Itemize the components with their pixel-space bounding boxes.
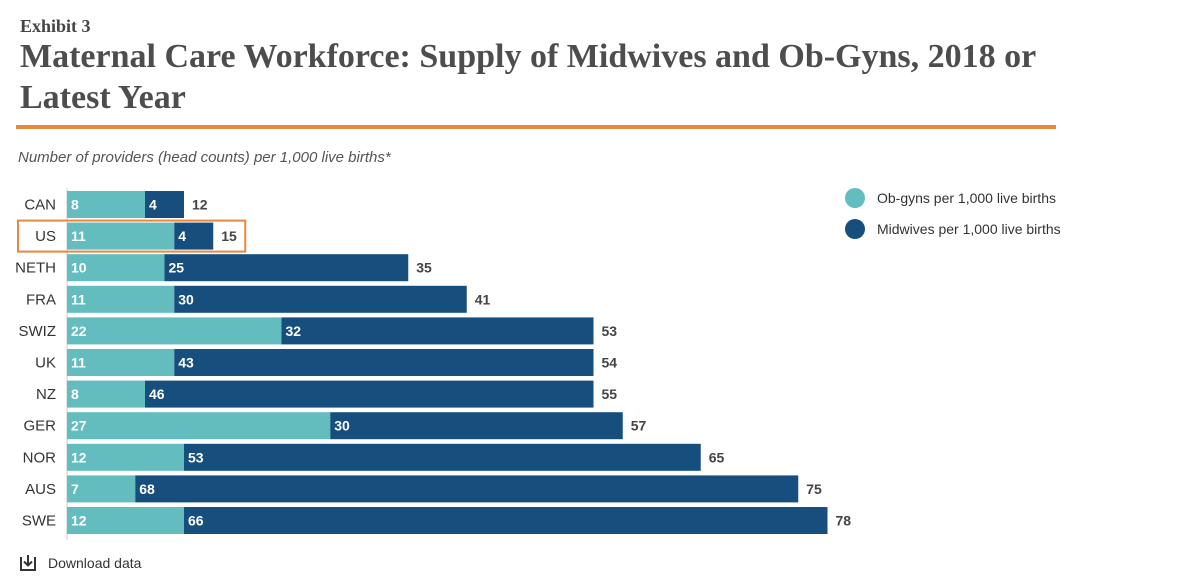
bar-obgyn-can [67, 191, 145, 218]
data-label-obgyn-can: 8 [71, 197, 79, 213]
legend-swatch-obgyn [845, 188, 865, 208]
exhibit-label: Exhibit 3 [20, 16, 91, 36]
data-label-midwives-can: 4 [149, 197, 157, 213]
data-label-midwives-nz: 46 [149, 386, 165, 402]
total-label-neth: 35 [416, 260, 432, 276]
bar-midwives-can [145, 191, 184, 218]
bar-obgyn-nor [67, 443, 184, 471]
bar-midwives-nz [145, 380, 594, 408]
chart-title: Maternal Care Workforce: Supply of Midwi… [20, 38, 1036, 116]
data-label-obgyn-nor: 12 [71, 449, 87, 465]
bar-midwives-ger [330, 412, 623, 440]
category-label-swiz: SWIZ [19, 323, 57, 340]
data-label-midwives-uk: 43 [178, 355, 194, 371]
bar-obgyn-us [67, 222, 175, 250]
total-label-nor: 65 [709, 449, 725, 465]
bars-group: CAN 8 4 12 US 11 4 15 NETH 10 25 35 FRA 11 30 41 SWIZ 22 3… [15, 191, 851, 534]
total-label-swiz: 53 [602, 323, 618, 339]
download-data-link[interactable]: Download data [18, 553, 141, 573]
data-label-obgyn-nz: 8 [71, 386, 79, 402]
legend-label-obgyn: Ob-gyns per 1,000 live births [877, 190, 1056, 206]
bar-midwives-swe [184, 507, 828, 534]
category-label-can: CAN [24, 197, 56, 214]
data-label-midwives-swe: 66 [188, 513, 204, 529]
chart-subtitle: Number of providers (head counts) per 1,… [18, 149, 391, 166]
bar-midwives-uk [174, 349, 594, 376]
legend-swatch-midwives [845, 219, 865, 239]
total-label-nz: 55 [602, 386, 618, 402]
bar-obgyn-nz [67, 380, 145, 408]
download-icon [20, 555, 36, 571]
bar-obgyn-neth [67, 254, 165, 282]
data-label-midwives-swiz: 32 [286, 323, 302, 339]
category-label-ger: GER [23, 418, 56, 435]
bar-obgyn-aus [67, 475, 136, 503]
data-label-midwives-fra: 30 [178, 291, 194, 307]
data-label-obgyn-ger: 27 [71, 418, 87, 434]
data-label-obgyn-fra: 11 [71, 291, 86, 307]
data-label-obgyn-us: 11 [71, 228, 86, 244]
data-label-obgyn-swiz: 22 [71, 323, 87, 339]
total-label-aus: 75 [806, 481, 822, 497]
bar-obgyn-swe [67, 507, 184, 534]
title-divider [16, 125, 1056, 129]
bar-midwives-nor [184, 443, 701, 471]
data-label-midwives-nor: 53 [188, 449, 204, 465]
total-label-uk: 54 [602, 355, 618, 371]
data-label-midwives-neth: 25 [169, 260, 185, 276]
bar-obgyn-swiz [67, 317, 282, 345]
data-label-obgyn-uk: 11 [71, 355, 86, 371]
category-label-nz: NZ [36, 386, 56, 403]
bar-midwives-fra [174, 285, 467, 313]
data-label-midwives-us: 4 [178, 228, 186, 244]
legend-item-obgyn: Ob-gyns per 1,000 live births [845, 187, 1061, 209]
data-label-midwives-aus: 68 [139, 481, 155, 497]
data-label-obgyn-neth: 10 [71, 260, 87, 276]
category-label-nor: NOR [23, 449, 57, 466]
bar-midwives-aus [135, 475, 799, 503]
total-label-can: 12 [192, 197, 208, 213]
total-label-us: 15 [221, 228, 237, 244]
category-label-fra: FRA [26, 291, 56, 308]
category-label-swe: SWE [22, 513, 56, 530]
total-label-ger: 57 [631, 418, 647, 434]
bar-obgyn-ger [67, 412, 331, 440]
bar-midwives-swiz [281, 317, 594, 345]
bar-midwives-neth [164, 254, 409, 282]
data-label-obgyn-aus: 7 [71, 481, 79, 497]
bar-obgyn-fra [67, 285, 175, 313]
bar-midwives-us [174, 222, 214, 250]
category-label-neth: NETH [15, 260, 56, 277]
bar-obgyn-uk [67, 349, 175, 376]
data-label-midwives-ger: 30 [334, 418, 350, 434]
total-label-swe: 78 [836, 513, 852, 529]
legend: Ob-gyns per 1,000 live births Midwives p… [845, 187, 1061, 249]
highlight-box-us [17, 219, 247, 253]
total-label-fra: 41 [475, 291, 491, 307]
data-label-obgyn-swe: 12 [71, 513, 87, 529]
legend-item-midwives: Midwives per 1,000 live births [845, 218, 1061, 240]
legend-label-midwives: Midwives per 1,000 live births [877, 221, 1061, 237]
category-label-uk: UK [35, 355, 56, 372]
download-data-label: Download data [48, 555, 142, 571]
category-label-aus: AUS [25, 481, 56, 498]
category-label-us: US [35, 228, 56, 245]
